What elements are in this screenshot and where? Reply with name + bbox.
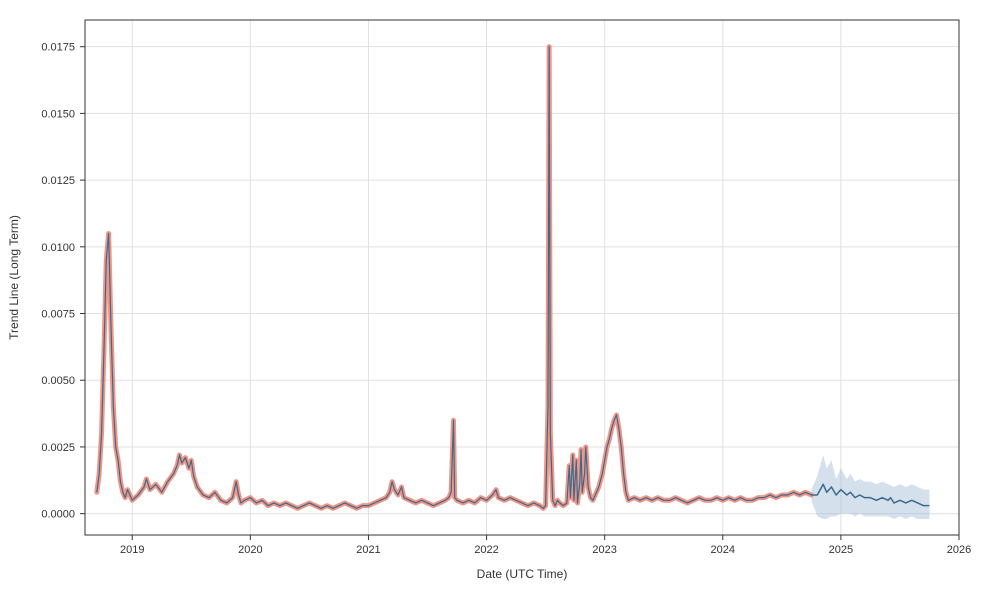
y-tick-label: 0.0150 — [41, 108, 75, 120]
y-tick-label: 0.0175 — [41, 42, 75, 54]
x-tick-label: 2019 — [120, 544, 144, 556]
x-tick-label: 2020 — [238, 544, 262, 556]
y-axis-label: Trend Line (Long Term) — [7, 215, 21, 340]
x-tick-label: 2026 — [947, 544, 971, 556]
y-tick-label: 0.0075 — [41, 309, 75, 321]
x-tick-label: 2021 — [356, 544, 380, 556]
chart-svg: 2019 2020 2021 2022 2023 2024 2025 2026 0.0000 0.… — [0, 0, 989, 590]
x-tick-label: 2024 — [711, 544, 735, 556]
x-tick-label: 2025 — [829, 544, 853, 556]
trend-line-chart: 2019 2020 2021 2022 2023 2024 2025 2026 0.0000 0.… — [0, 0, 989, 590]
y-tick-label: 0.0000 — [41, 509, 75, 521]
y-tick-label: 0.0125 — [41, 175, 75, 187]
y-tick-label: 0.0025 — [41, 442, 75, 454]
y-tick-label: 0.0050 — [41, 375, 75, 387]
x-axis-label: Date (UTC Time) — [477, 567, 568, 581]
y-tick-label: 0.0100 — [41, 242, 75, 254]
x-tick-label: 2022 — [474, 544, 498, 556]
x-tick-label: 2023 — [592, 544, 616, 556]
